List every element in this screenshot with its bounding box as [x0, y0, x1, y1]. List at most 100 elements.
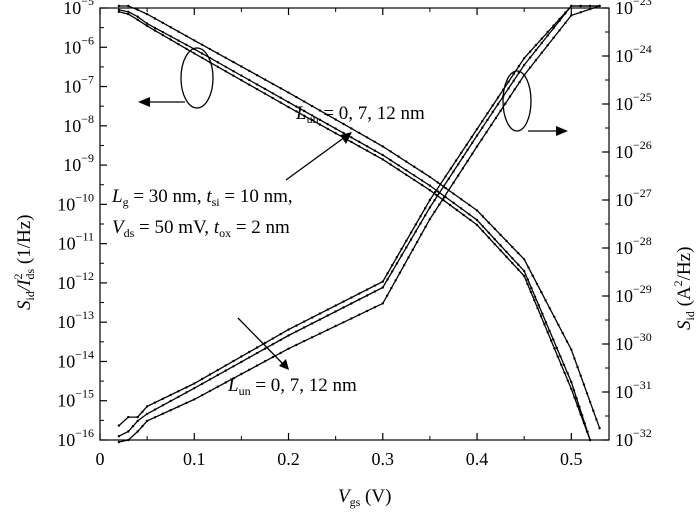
yl-tick-label: 10−6: [63, 33, 94, 57]
absolute-point: [486, 112, 489, 115]
normalized-point: [582, 421, 586, 425]
absolute-point: [200, 382, 204, 385]
normalized-point: [263, 87, 267, 91]
yr-tick-label: 10−24: [615, 42, 652, 66]
lun-bottom-label: Lun = 0, 7, 12 nm: [227, 375, 357, 398]
yr-tick-label: 10−30: [615, 330, 652, 354]
absolute-point: [177, 395, 180, 398]
absolute-point: [457, 174, 460, 177]
normalized-point: [240, 65, 243, 68]
normalized-point: [232, 74, 235, 77]
normalized-point: [310, 104, 314, 108]
absolute-point: [365, 309, 369, 313]
absolute-point: [248, 350, 251, 354]
absolute-point: [419, 215, 422, 218]
normalized-point: [185, 34, 188, 38]
normalized-point: [117, 10, 121, 13]
normalized-point: [224, 70, 227, 73]
absolute-point: [438, 191, 441, 195]
x-tick-label: 0.2: [277, 449, 300, 469]
normalized-point: [570, 348, 573, 351]
absolute-point: [216, 373, 219, 377]
normalized-point: [475, 209, 479, 212]
absolute-point: [169, 399, 172, 403]
absolute-point: [528, 50, 532, 53]
absolute-point: [240, 360, 243, 364]
normalized-point: [540, 290, 543, 294]
absolute-point: [310, 322, 314, 325]
absolute-point: [326, 314, 329, 317]
normalized-point: [248, 69, 251, 73]
normalized-point: [224, 65, 227, 69]
normalized-point: [499, 244, 502, 247]
normalized-point: [248, 78, 251, 82]
normalized-point: [279, 96, 282, 99]
absolute-point: [546, 34, 549, 37]
absolute-point: [358, 292, 361, 295]
lun-bottom-arrowhead: [279, 359, 289, 370]
normalized-point: [303, 114, 306, 118]
normalized-point: [310, 114, 314, 117]
x-axis-ticks: [99, 8, 572, 440]
normalized-point: [475, 223, 479, 227]
absolute-point: [295, 330, 298, 333]
normalized-point: [566, 379, 570, 382]
lun-top-arrow: [285, 136, 346, 181]
absolute-point: [161, 412, 164, 415]
normalized-point: [200, 56, 204, 59]
right-y-axis-tick-labels: 10−32 10−31 10−30 10−29 10−28 10−27 10−26 10−25…: [615, 0, 652, 450]
absolute-point: [271, 355, 274, 359]
absolute-point: [373, 290, 377, 293]
absolute-point: [507, 87, 510, 90]
absolute-point: [373, 306, 377, 309]
normalized-point: [295, 105, 298, 108]
normalized-point: [544, 321, 548, 324]
absolute-point: [303, 326, 306, 329]
absolute-point: [145, 412, 149, 416]
normalized-point: [469, 218, 472, 222]
lun-bottom-arrow: [237, 317, 284, 365]
absolute-point: [496, 96, 500, 99]
normalized-point: [136, 15, 139, 18]
x-axis-tick-labels: 0 0.1 0.2 0.3 0.4 0.5: [96, 449, 583, 469]
absolute-point: [177, 390, 180, 393]
absolute-point: [395, 255, 399, 259]
normalized-point: [334, 118, 337, 121]
absolute-point: [588, 4, 592, 8]
normalized-point: [544, 299, 547, 302]
normalized-point: [579, 374, 582, 377]
absolute-point: [411, 248, 414, 251]
normalized-point: [428, 175, 432, 179]
absolute-point: [271, 337, 274, 340]
normalized-point: [541, 312, 544, 315]
absolute-point: [310, 316, 314, 319]
absolute-point: [552, 36, 555, 39]
normalized-point: [539, 315, 543, 318]
normalized-point: [365, 149, 369, 152]
normalized-point: [127, 12, 130, 16]
absolute-point: [263, 347, 267, 350]
absolute-point: [481, 126, 484, 129]
absolute-point: [579, 11, 582, 14]
absolute-point: [528, 66, 532, 69]
absolute-point: [523, 63, 526, 67]
absolute-point: [200, 394, 204, 397]
absolute-point: [428, 217, 432, 221]
normalized-point: [224, 56, 227, 59]
normalized-point: [468, 213, 471, 216]
normalized-point: [397, 164, 400, 167]
normalized-point: [526, 282, 529, 286]
absolute-point: [390, 286, 393, 290]
normalized-point: [413, 174, 416, 177]
yr-tick-label: 10−25: [615, 90, 652, 114]
normalized-point: [263, 92, 267, 95]
absolute-point: [486, 118, 489, 122]
yr-tick-label: 10−26: [615, 138, 652, 162]
absolute-point: [491, 104, 494, 107]
absolute-point: [428, 206, 432, 209]
absolute-point: [485, 131, 488, 134]
absolute-point: [279, 332, 282, 336]
normalized-point: [405, 169, 408, 172]
normalized-point: [381, 158, 384, 161]
x-tick-label: 0.3: [372, 449, 395, 469]
